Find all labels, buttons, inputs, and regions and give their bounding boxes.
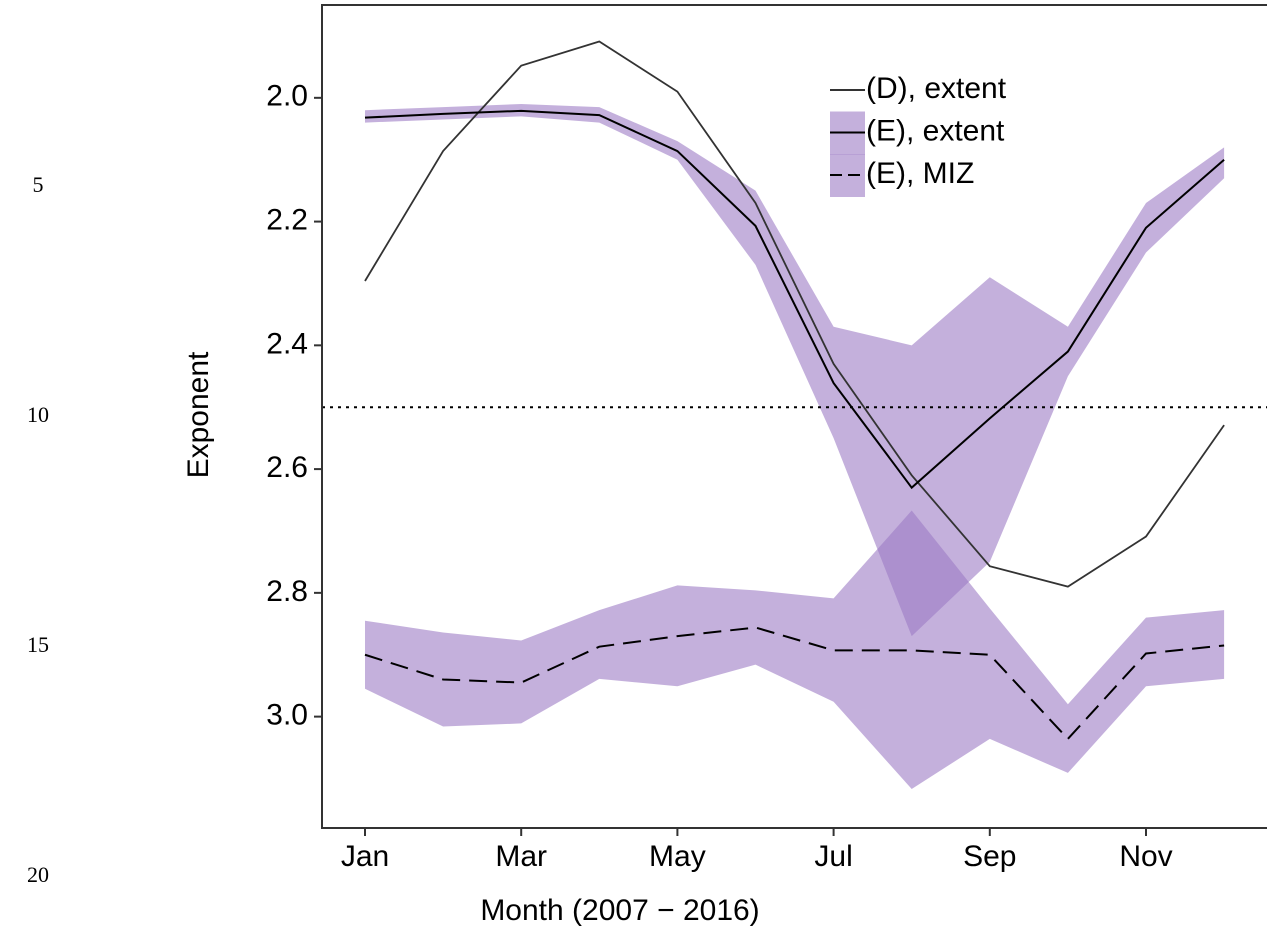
x-tick-label: Nov bbox=[1119, 840, 1172, 873]
series-line bbox=[364, 626, 1225, 741]
axis-frame bbox=[321, 4, 1267, 829]
y-tick-label: 2.0 bbox=[266, 80, 308, 113]
line-number: 10 bbox=[27, 402, 49, 427]
x-tick-label: Sep bbox=[963, 840, 1016, 873]
confidence-band bbox=[365, 104, 1225, 637]
y-tick-label: 2.2 bbox=[266, 204, 308, 237]
y-tick-label: 2.4 bbox=[266, 327, 308, 360]
line-number: 5 bbox=[33, 172, 44, 197]
y-tick-label: 3.0 bbox=[266, 699, 308, 732]
y-tick-label: 2.8 bbox=[266, 575, 308, 608]
confidence-band bbox=[365, 510, 1225, 790]
x-tick-label: Jul bbox=[814, 840, 852, 873]
x-axis-label: Month (2007 − 2016) bbox=[480, 894, 759, 927]
series-line bbox=[364, 109, 1225, 490]
line-number: 20 bbox=[27, 862, 49, 887]
x-tick-label: Mar bbox=[495, 840, 547, 873]
x-tick-label: Jan bbox=[341, 840, 389, 873]
legend-label: (E), extent bbox=[866, 114, 1005, 147]
legend-label: (D), extent bbox=[866, 72, 1007, 105]
y-axis-label: Exponent bbox=[182, 351, 215, 478]
line-number: 15 bbox=[27, 632, 49, 657]
series-line bbox=[364, 40, 1225, 588]
x-tick-label: May bbox=[649, 840, 706, 873]
legend-label: (E), MIZ bbox=[866, 157, 974, 190]
y-tick-label: 2.6 bbox=[266, 451, 308, 484]
